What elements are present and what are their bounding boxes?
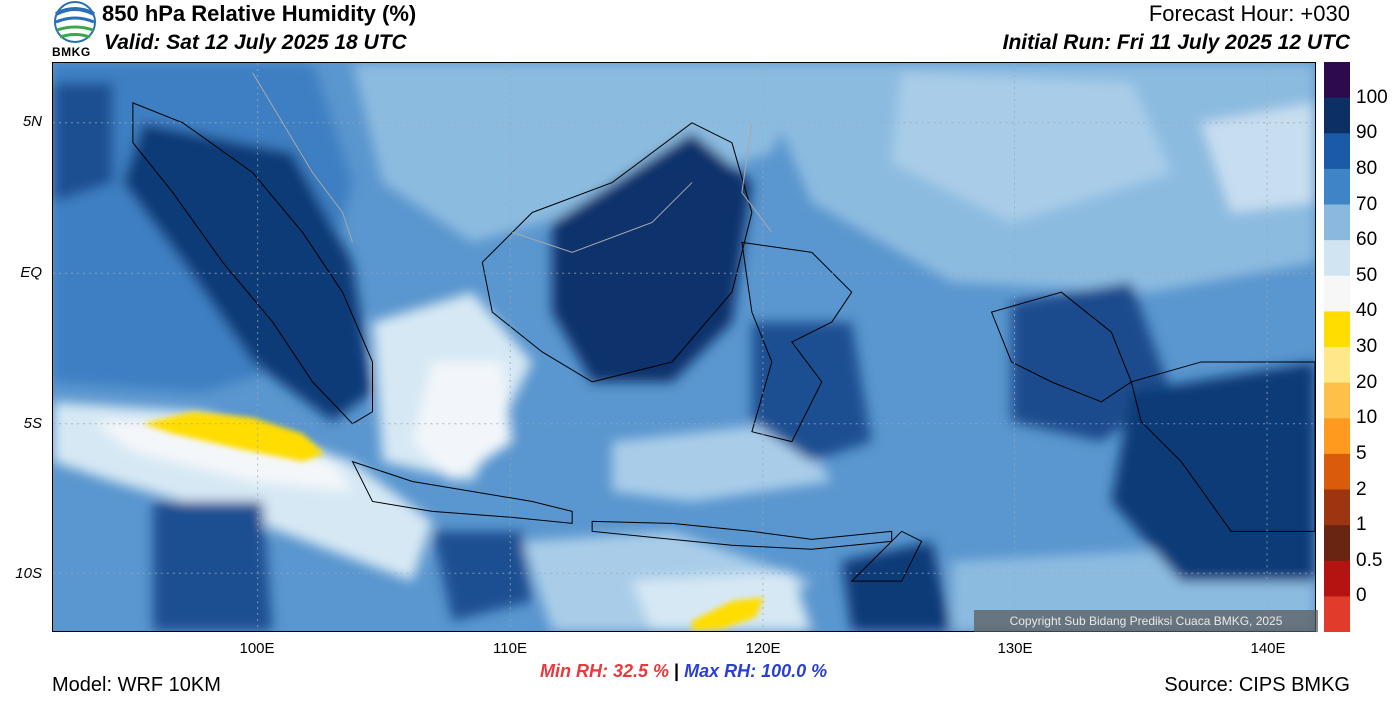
colorbar-label: 0 [1356, 585, 1367, 607]
minmax-separator: | [674, 661, 680, 681]
lon-label-120e: 120E [745, 640, 781, 657]
initial-run: Initial Run: Fri 11 July 2025 12 UTC [1002, 31, 1350, 54]
model-label: Model: WRF 10KM [52, 674, 221, 696]
forecast-hour: Forecast Hour: +030 [1148, 1, 1350, 26]
source-label: Source: CIPS BMKG [1164, 674, 1350, 696]
colorbar-block [1324, 453, 1350, 491]
colorbar-block [1324, 596, 1350, 632]
colorbar-label: 1 [1356, 514, 1367, 536]
colorbar-block [1324, 204, 1350, 241]
colorbar-label: 20 [1356, 371, 1378, 393]
colorbar-label: 30 [1356, 336, 1378, 357]
colorbar-block [1324, 382, 1350, 419]
colorbar-label: 2 [1356, 478, 1367, 500]
colorbar-label: 10 [1356, 407, 1378, 429]
min-rh: Min RH: 32.5 % [540, 661, 670, 681]
colorbar-block [1324, 62, 1350, 99]
colorbar-label: 40 [1356, 300, 1378, 322]
colorbar-block [1324, 418, 1350, 455]
colorbar [1324, 62, 1350, 632]
max-rh: Max RH: 100.0 % [684, 661, 828, 681]
colorbar-block [1324, 275, 1350, 312]
min-max-readout: Min RH: 32.5 % | Max RH: 100.0 % [540, 661, 827, 682]
lat-label-5n: 5N [22, 113, 42, 130]
lat-label-5s: 5S [23, 415, 42, 432]
lon-label-130e: 130E [997, 640, 1033, 657]
humidity-map [52, 62, 1316, 632]
colorbar-block [1324, 240, 1350, 277]
colorbar-block [1324, 525, 1350, 562]
colorbar-label: 70 [1356, 193, 1378, 215]
lat-label-eq: EQ [20, 264, 42, 281]
lon-label-140e: 140E [1250, 640, 1286, 657]
valid-time: Valid: Sat 12 July 2025 18 UTC [104, 31, 407, 54]
lat-label-10s: 10S [15, 565, 42, 582]
colorbar-label: 100 [1356, 86, 1388, 108]
colorbar-block [1324, 97, 1350, 134]
colorbar-label: 80 [1356, 157, 1378, 179]
colorbar-block [1324, 168, 1350, 206]
colorbar-label: 5 [1356, 442, 1367, 464]
bmkg-logo-icon [50, 0, 100, 60]
copyright-label: Copyright Sub Bidang Prediksi Cuaca BMKG… [974, 610, 1318, 632]
colorbar-label: 60 [1356, 229, 1378, 251]
colorbar-block [1324, 347, 1350, 384]
lon-label-100e: 100E [239, 640, 275, 657]
colorbar-label: 90 [1356, 122, 1378, 144]
colorbar-block [1324, 311, 1350, 348]
colorbar-block [1324, 133, 1350, 170]
colorbar-block [1324, 489, 1350, 526]
logo-text: BMKG [52, 45, 91, 59]
colorbar-block [1324, 560, 1350, 597]
map-title: 850 hPa Relative Humidity (%) [102, 1, 417, 26]
colorbar-label: 0.5 [1356, 549, 1383, 571]
colorbar-label: 50 [1356, 264, 1378, 286]
lon-label-110e: 110E [493, 640, 527, 657]
